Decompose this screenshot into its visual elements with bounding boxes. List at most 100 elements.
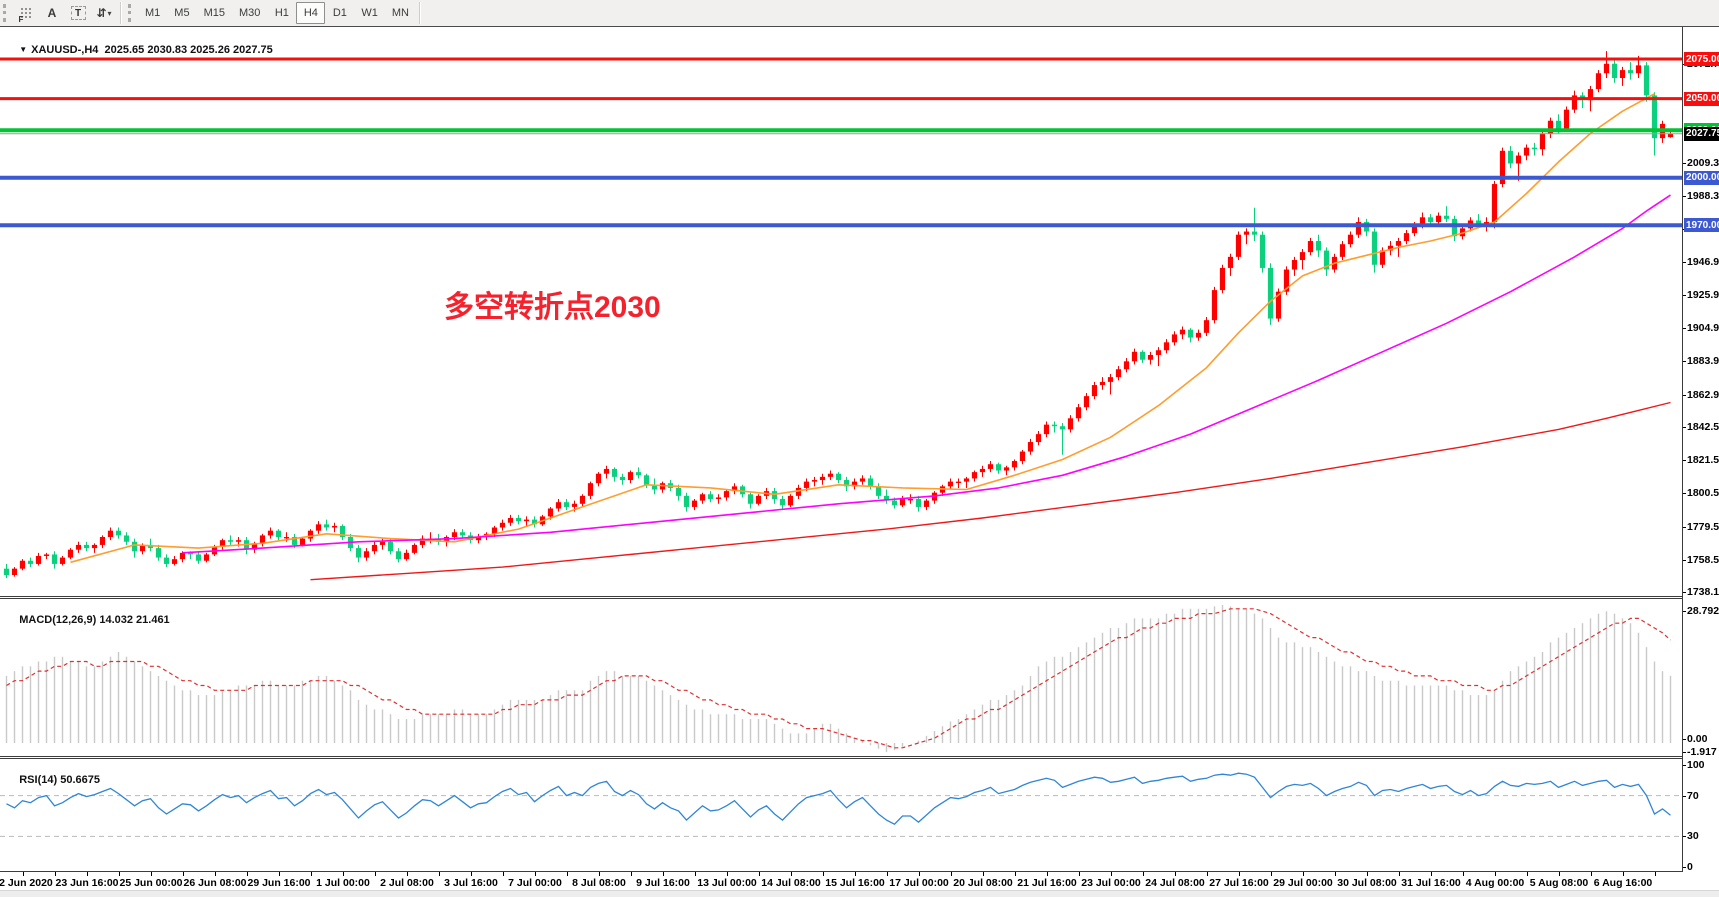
arrange-objects-icon[interactable]: ⇵ ▾ <box>96 6 112 20</box>
axis-tick <box>1683 559 1686 561</box>
candle-body <box>355 548 362 558</box>
collapse-arrow-icon[interactable]: ▼ <box>19 45 28 54</box>
candlestick-chart[interactable] <box>0 28 1682 596</box>
timeframe-button-mn[interactable]: MN <box>391 7 409 19</box>
chart-properties-icon[interactable]: F <box>13 2 39 24</box>
timeframe-group-drag-handle[interactable] <box>128 4 134 22</box>
rsi-axis-label: 30 <box>1687 830 1699 843</box>
candle-body <box>67 549 74 558</box>
time-tick <box>55 872 56 876</box>
timeframe-button-m5[interactable]: M5 <box>174 7 190 19</box>
timeframe-button-w1[interactable]: W1 <box>361 7 378 19</box>
candle-body <box>147 544 154 549</box>
pane-separator[interactable] <box>0 598 1719 599</box>
candle-body <box>1347 234 1354 245</box>
candle-body <box>963 478 970 482</box>
ma-medium-line <box>182 194 1671 554</box>
pane-separator[interactable] <box>0 596 1719 597</box>
pane-separator[interactable] <box>0 756 1719 757</box>
candle-body <box>1667 133 1674 138</box>
toolbar-separator <box>120 2 122 24</box>
candle-body <box>1387 245 1394 251</box>
text-box-icon[interactable]: T <box>65 2 91 24</box>
time-tick <box>1143 872 1144 876</box>
time-axis-label: 30 Jul 08:00 <box>1337 877 1397 889</box>
timeframe-button-m30[interactable]: M30 <box>238 7 261 19</box>
candle-body <box>43 554 50 557</box>
candle-body <box>619 476 626 481</box>
time-axis-label: 9 Jul 16:00 <box>636 877 690 889</box>
candle-body <box>563 502 570 507</box>
time-tick <box>1111 872 1112 876</box>
toolbar-separator <box>418 2 421 24</box>
candle-body <box>131 541 138 552</box>
time-axis-label: 23 Jun 16:00 <box>55 877 119 889</box>
toolbar: F A T ⇵ ▾ M1 M5 M15 M30 H1 H4 D1 W1 MN <box>0 0 1719 27</box>
candle-body <box>555 502 562 509</box>
time-tick <box>1079 872 1080 876</box>
candle-body <box>683 495 690 507</box>
candle-body <box>571 503 578 507</box>
axis-tick <box>1683 196 1686 198</box>
time-tick <box>1239 872 1240 876</box>
candle-body <box>195 554 202 561</box>
rsi-pane[interactable] <box>0 759 1682 871</box>
level-price-badge: 2050.00 <box>1684 91 1719 106</box>
candle-body <box>987 464 994 469</box>
candle-body <box>323 524 330 528</box>
candle-body <box>1235 234 1242 257</box>
macd-chart[interactable] <box>0 599 1682 756</box>
toolbar-drag-handle[interactable] <box>3 4 9 22</box>
time-tick <box>1431 872 1432 876</box>
time-tick <box>1495 872 1496 876</box>
candle-body <box>363 551 370 558</box>
price-axis-label: 1946.90 <box>1687 255 1719 268</box>
axis-tick <box>1683 261 1686 263</box>
macd-pane[interactable] <box>0 599 1682 756</box>
candle-body <box>579 495 586 504</box>
candle-body <box>203 554 210 561</box>
timeframe-button-m15[interactable]: M15 <box>203 7 225 19</box>
candle-body <box>83 544 90 549</box>
text-label-icon[interactable]: A <box>47 6 57 20</box>
time-tick <box>439 872 440 876</box>
price-axis[interactable]: 2071.702009.301988.301967.501946.901925.… <box>1683 27 1719 873</box>
axis-tick <box>1683 611 1686 612</box>
macd-axis-zero: 0.00 <box>1687 733 1708 745</box>
rsi-chart[interactable] <box>0 759 1682 871</box>
candle-body <box>1555 120 1562 129</box>
time-axis-label: 24 Jul 08:00 <box>1145 877 1205 889</box>
level-price-badge: 2075.00 <box>1684 52 1719 66</box>
macd-axis-min: -1.917 <box>1687 746 1717 759</box>
candle-body <box>19 560 26 569</box>
candle-body <box>787 495 794 506</box>
pane-separator[interactable] <box>0 758 1719 759</box>
timeframe-button-m1[interactable]: M1 <box>145 7 161 19</box>
timeframe-button-h4[interactable]: H4 <box>296 2 326 24</box>
time-tick <box>631 872 632 876</box>
timeframe-button-d1[interactable]: D1 <box>332 7 347 19</box>
rsi-label: RSI(14) 50.6675 <box>19 774 100 786</box>
time-tick <box>1527 872 1528 876</box>
candle-body <box>1619 70 1626 79</box>
candle-body <box>435 538 442 542</box>
time-axis-label: 22 Jun 2020 <box>0 877 53 889</box>
main-chart-pane[interactable] <box>0 28 1682 596</box>
candle-body <box>27 560 34 564</box>
price-axis-label: 1883.90 <box>1687 355 1719 368</box>
candle-body <box>1611 63 1618 79</box>
candle-body <box>139 544 146 552</box>
price-axis-label: 1988.30 <box>1687 190 1719 203</box>
candle-body <box>1475 220 1482 226</box>
time-tick <box>695 872 696 876</box>
time-axis-label: 31 Jul 16:00 <box>1401 877 1461 889</box>
timeframe-button-h1[interactable]: H1 <box>274 7 289 19</box>
time-axis-label: 26 Jun 08:00 <box>183 877 247 889</box>
candle-body <box>595 473 602 484</box>
candle-body <box>315 524 322 531</box>
candle-body <box>227 540 234 542</box>
dropdown-caret-icon[interactable]: ▾ <box>107 8 112 18</box>
candle-body <box>1187 329 1194 338</box>
